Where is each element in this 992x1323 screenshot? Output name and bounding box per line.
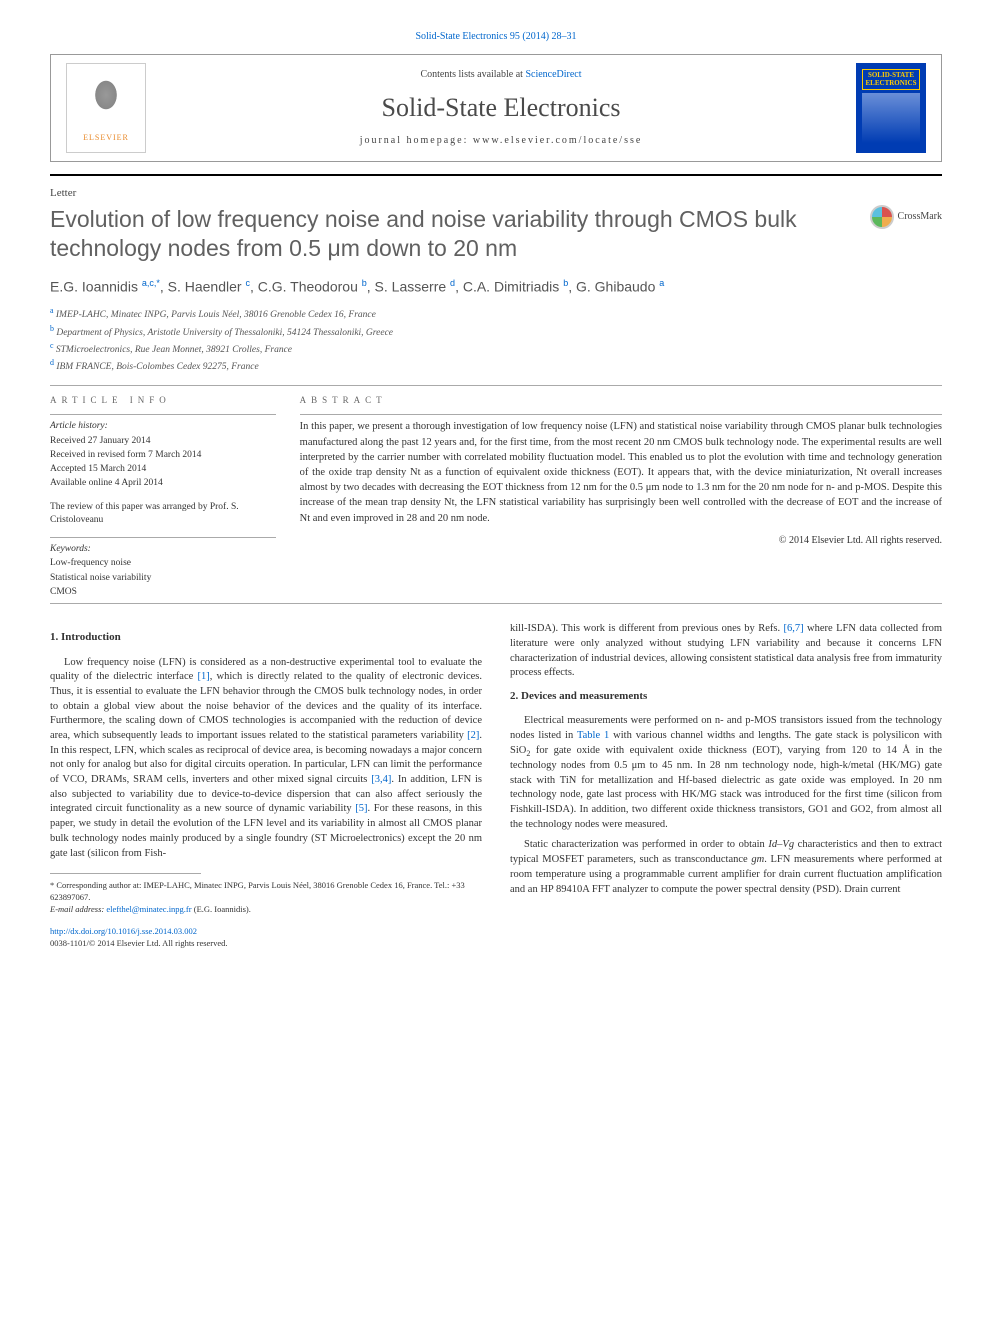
keywords-label: Keywords: (50, 542, 276, 556)
doi-block: http://dx.doi.org/10.1016/j.sse.2014.03.… (50, 926, 482, 950)
affiliations: a IMEP-LAHC, Minatec INPG, Parvis Louis … (50, 305, 942, 375)
text: Static characterization was performed in… (524, 839, 768, 850)
review-note: The review of this paper was arranged by… (50, 501, 276, 528)
keyword-item: Low-frequency noise (50, 556, 276, 570)
abstract-column: ABSTRACT In this paper, we present a tho… (300, 394, 942, 599)
email-label: E-mail address: (50, 904, 106, 914)
journal-name: Solid-State Electronics (146, 90, 856, 126)
devices-paragraph-1: Electrical measurements were performed o… (510, 714, 942, 832)
history-received: Received 27 January 2014 (50, 434, 276, 448)
contents-line: Contents lists available at ScienceDirec… (146, 68, 856, 82)
text: for gate oxide with equivalent oxide thi… (510, 745, 942, 830)
ref-link-2[interactable]: [2] (467, 730, 479, 741)
abstract-label: ABSTRACT (300, 394, 942, 407)
journal-homepage[interactable]: journal homepage: www.elsevier.com/locat… (146, 134, 856, 148)
table-1-link[interactable]: Table 1 (577, 730, 609, 741)
article-info-label: ARTICLE INFO (50, 394, 276, 407)
right-column: kill-ISDA). This work is different from … (510, 622, 942, 949)
publisher-name: ELSEVIER (83, 132, 129, 143)
intro-paragraph: Low frequency noise (LFN) is considered … (50, 656, 482, 862)
section-heading-devices: 2. Devices and measurements (510, 689, 942, 704)
history-label: Article history: (50, 419, 276, 433)
journal-citation[interactable]: Solid-State Electronics 95 (2014) 28–31 (50, 30, 942, 44)
elsevier-tree-icon (81, 73, 131, 128)
keyword-item: CMOS (50, 585, 276, 599)
keywords-block: Keywords: Low-frequency noiseStatistical… (50, 542, 276, 599)
history-revised: Received in revised form 7 March 2014 (50, 448, 276, 462)
publisher-logo[interactable]: ELSEVIER (66, 63, 146, 153)
banner-center: Contents lists available at ScienceDirec… (146, 68, 856, 148)
history-online: Available online 4 April 2014 (50, 476, 276, 490)
divider (50, 174, 942, 176)
body-columns: 1. Introduction Low frequency noise (LFN… (50, 622, 942, 949)
copyright-line: © 2014 Elsevier Ltd. All rights reserved… (300, 534, 942, 548)
divider (50, 414, 276, 415)
ref-link-67[interactable]: [6,7] (784, 623, 804, 634)
crossmark-label: CrossMark (898, 210, 942, 224)
footnote-separator (50, 873, 201, 874)
article-info-column: ARTICLE INFO Article history: Received 2… (50, 394, 276, 599)
divider (300, 414, 942, 415)
sciencedirect-link[interactable]: ScienceDirect (525, 69, 581, 80)
ref-link-1[interactable]: [1] (197, 671, 209, 682)
section-heading-intro: 1. Introduction (50, 630, 482, 645)
text: kill-ISDA). This work is different from … (510, 623, 784, 634)
article-history: Article history: Received 27 January 201… (50, 419, 276, 490)
ref-link-34[interactable]: [3,4] (371, 774, 391, 785)
corr-text: * Corresponding author at: IMEP-LAHC, Mi… (50, 880, 482, 904)
intro-continued: kill-ISDA). This work is different from … (510, 622, 942, 681)
doi-link[interactable]: http://dx.doi.org/10.1016/j.sse.2014.03.… (50, 926, 482, 938)
article-title: Evolution of low frequency noise and noi… (50, 205, 860, 263)
contents-prefix: Contents lists available at (420, 69, 525, 80)
author-email[interactable]: elefthel@minatec.inpg.fr (106, 904, 191, 914)
crossmark-icon (870, 205, 894, 229)
email-who: (E.G. Ioannidis). (192, 904, 251, 914)
affiliation-line: d IBM FRANCE, Bois-Colombes Cedex 92275,… (50, 357, 942, 374)
divider (50, 385, 942, 386)
keyword-item: Statistical noise variability (50, 571, 276, 585)
cover-title: SOLID-STATE ELECTRONICS (862, 69, 920, 90)
cover-art (862, 93, 920, 143)
author-list: E.G. Ioannidis a,c,*, S. Haendler c, C.G… (50, 277, 942, 297)
abstract-text: In this paper, we present a thorough inv… (300, 419, 942, 526)
issn-line: 0038-1101/© 2014 Elsevier Ltd. All right… (50, 938, 482, 950)
article-type-label: Letter (50, 186, 942, 201)
divider (50, 537, 276, 538)
journal-cover[interactable]: SOLID-STATE ELECTRONICS (856, 63, 926, 153)
ref-link-5[interactable]: [5] (355, 803, 367, 814)
affiliation-line: c STMicroelectronics, Rue Jean Monnet, 3… (50, 340, 942, 357)
journal-banner: ELSEVIER Contents lists available at Sci… (50, 54, 942, 162)
affiliation-line: a IMEP-LAHC, Minatec INPG, Parvis Louis … (50, 305, 942, 322)
divider (50, 603, 942, 604)
id-vg-var: Id–Vg (768, 839, 794, 850)
corresponding-author-note: * Corresponding author at: IMEP-LAHC, Mi… (50, 880, 482, 916)
devices-paragraph-2: Static characterization was performed in… (510, 838, 942, 897)
gm-var: gm (751, 854, 764, 865)
crossmark-badge[interactable]: CrossMark (870, 205, 942, 229)
left-column: 1. Introduction Low frequency noise (LFN… (50, 622, 482, 949)
affiliation-line: b Department of Physics, Aristotle Unive… (50, 323, 942, 340)
history-accepted: Accepted 15 March 2014 (50, 462, 276, 476)
